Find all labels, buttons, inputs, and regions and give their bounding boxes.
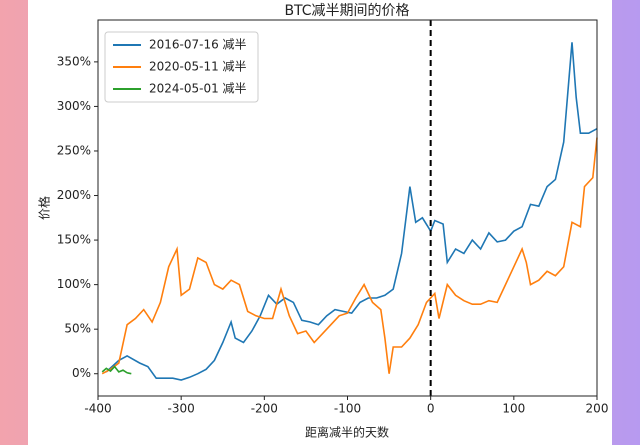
x-tick-label: -100 — [334, 402, 361, 416]
x-tick-label: 200 — [586, 402, 609, 416]
x-tick-label: -200 — [251, 402, 278, 416]
series-line — [105, 42, 598, 381]
series-line — [101, 365, 132, 375]
x-tick-label: 100 — [502, 402, 525, 416]
chart-title: BTC减半期间的价格 — [284, 3, 409, 19]
y-tick-label: 50% — [64, 322, 91, 336]
y-tick-label: 350% — [57, 54, 91, 68]
x-tick-label: -300 — [168, 402, 195, 416]
legend-label: 2024-05-01 减半 — [149, 82, 247, 96]
x-tick-label: 0 — [427, 402, 435, 416]
y-tick-label: 250% — [57, 143, 91, 157]
series-line — [101, 137, 598, 375]
y-tick-label: 300% — [57, 99, 91, 113]
y-axis-label: 价格 — [37, 196, 52, 220]
y-tick-label: 100% — [57, 277, 91, 291]
y-tick-label: 0% — [72, 366, 91, 380]
legend-label: 2020-05-11 减半 — [149, 60, 247, 74]
x-axis-label: 距离减半的天数 — [305, 425, 389, 440]
plot-frame — [97, 19, 598, 397]
y-tick-label: 200% — [57, 188, 91, 202]
x-tick-label: -400 — [84, 402, 111, 416]
legend-box — [104, 31, 259, 103]
y-tick-label: 150% — [57, 233, 91, 247]
legend-label: 2016-07-16 减半 — [149, 38, 247, 52]
